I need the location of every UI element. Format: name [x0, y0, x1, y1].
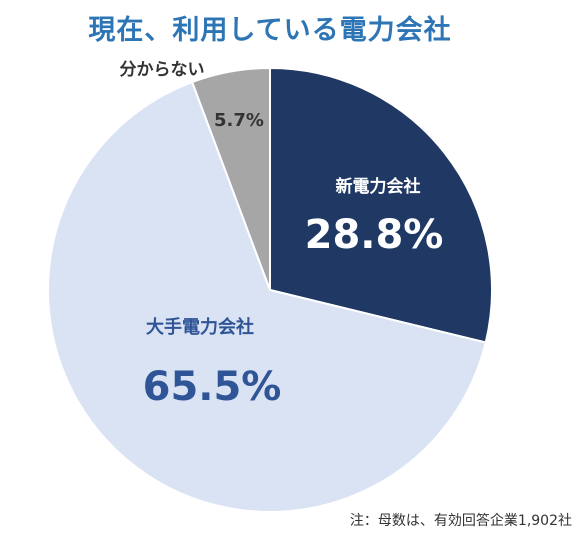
slice-name-label-3: 分からない: [120, 60, 205, 80]
pie-slice-3: [190, 66, 271, 291]
slice-name-label-2: 大手電力会社: [146, 316, 254, 338]
chart-title: 現在、利用している電力会社: [88, 15, 452, 46]
pie-slices: [47, 66, 493, 513]
pie-labels: 新電力会社 28.8% 大手電力会社 65.5% 分からない 5.7%: [120, 60, 444, 410]
slice-value-label-3: 5.7%: [214, 110, 264, 131]
slice-name-label-1: 新電力会社: [336, 176, 421, 197]
footnote: 注：母数は、有効回答企業1,902社: [349, 513, 572, 529]
slice-value-label-1: 28.8%: [305, 212, 444, 258]
pie-slice-1: [269, 66, 493, 344]
slice-value-label-2: 65.5%: [143, 364, 282, 410]
pie-slice-2: [47, 80, 487, 513]
